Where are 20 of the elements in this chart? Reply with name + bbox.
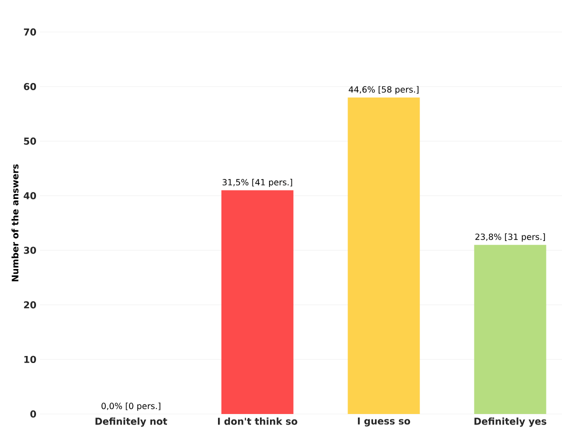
bar: [221, 190, 294, 414]
x-tick-label: Definitely yes: [474, 418, 546, 427]
data-label: 23,8% [31 pers.]: [475, 233, 545, 242]
y-tick-label: 40: [24, 192, 36, 200]
data-label: 0,0% [0 pers.]: [102, 402, 160, 411]
data-label: 31,5% [41 pers.]: [222, 178, 292, 188]
y-tick-label: 0: [30, 410, 36, 418]
x-tick-label: I guess so: [358, 418, 410, 426]
bar: [474, 244, 546, 414]
y-tick-label: 60: [24, 82, 36, 90]
data-label: 44,6% [58 pers.]: [348, 86, 418, 94]
y-tick-label: 30: [24, 246, 36, 254]
x-tick-label: Definitely not: [96, 418, 168, 427]
y-tick-label: 70: [24, 28, 36, 36]
y-tick-label: 50: [24, 138, 36, 145]
bar: [348, 97, 420, 414]
y-tick-label: 10: [24, 356, 36, 364]
y-axis-title: Number of the answers: [12, 164, 18, 282]
y-tick-label: 20: [24, 301, 36, 308]
x-tick-label: I don't think so: [218, 418, 298, 425]
